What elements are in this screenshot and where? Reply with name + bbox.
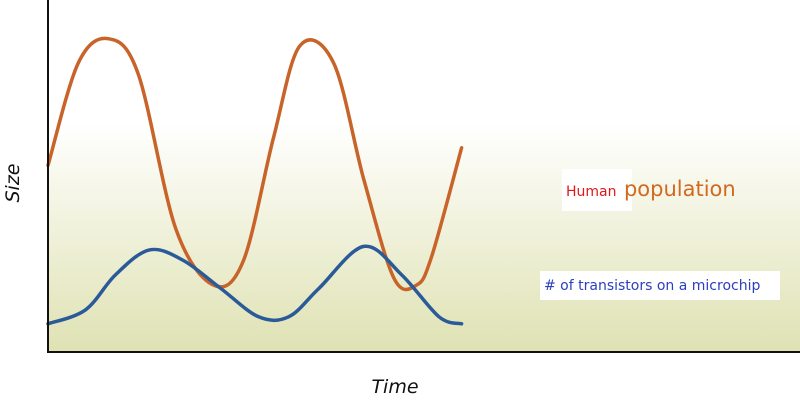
x-axis-label: Time — [371, 376, 418, 398]
y-axis-label: Size — [2, 163, 24, 202]
svg-text:Human population: Human population — [566, 177, 736, 201]
transistors-line — [46, 244, 464, 326]
human-population-line — [46, 36, 464, 292]
transistors-label: # of transistors on a microchip — [540, 271, 780, 300]
human-population-label: Human population — [562, 169, 736, 211]
series-layer — [46, 36, 464, 326]
human-label-part1: Human — [566, 184, 617, 200]
transistors-label-text: # of transistors on a microchip — [544, 278, 760, 294]
transistors-label-background — [540, 271, 780, 300]
human-label-background — [562, 169, 632, 211]
human-label-part2: population — [624, 177, 736, 201]
